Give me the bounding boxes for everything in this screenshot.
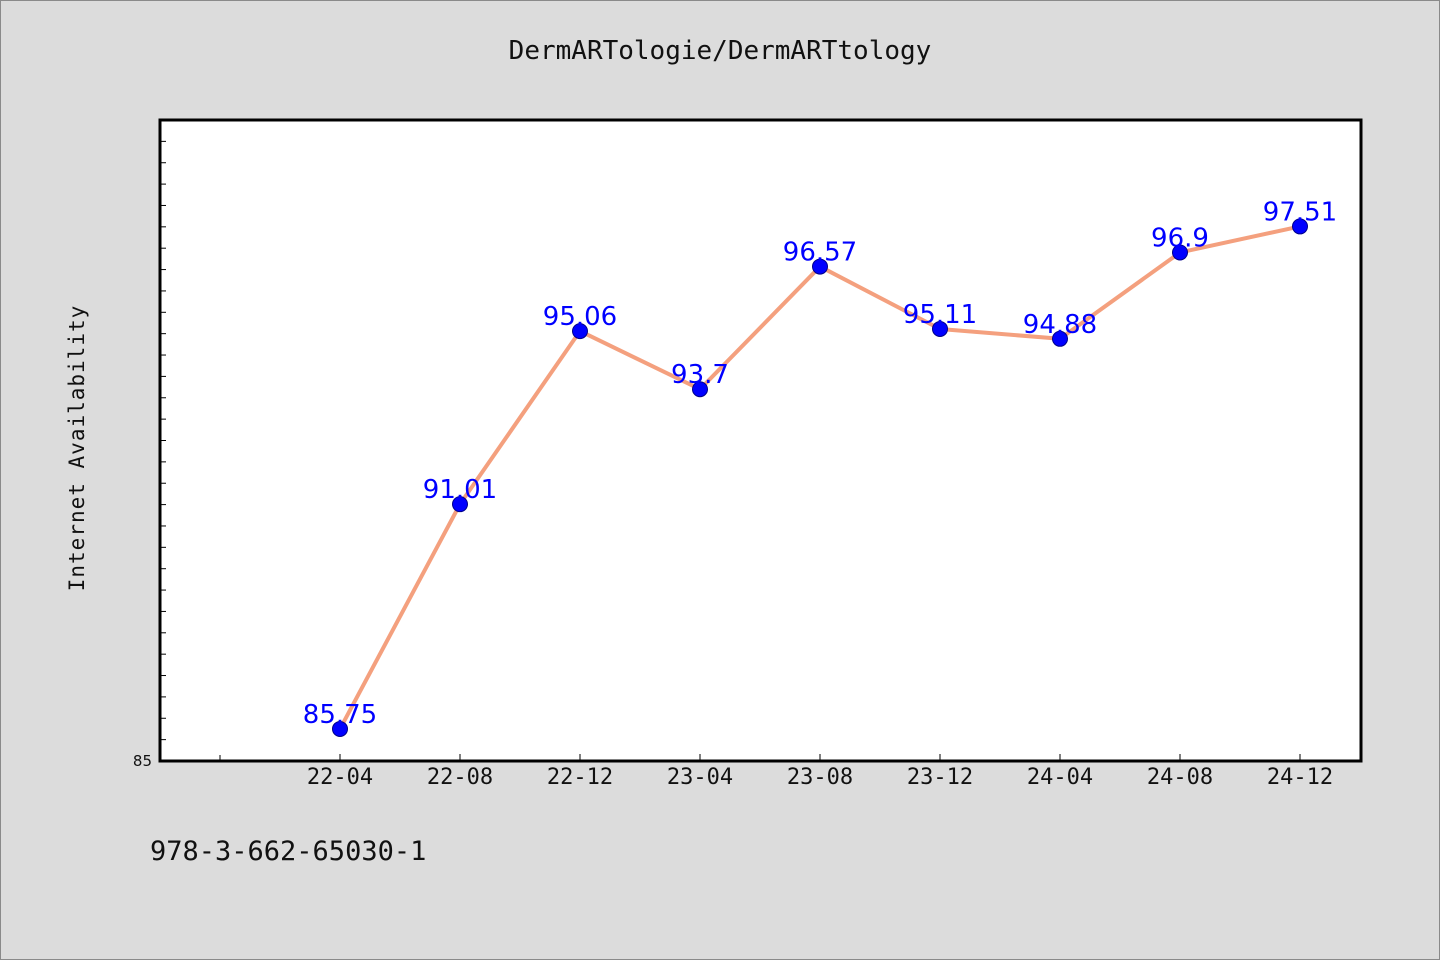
data-label: 95.06 [543,302,617,332]
x-tick-label: 24-08 [1147,765,1213,790]
data-label: 96.57 [783,238,857,268]
data-labels-layer: 85.75 91.01 95.06 93.7 96.57 95.11 94.88 96.9 97… [303,197,1337,730]
data-label: 94.88 [1023,310,1097,340]
data-label: 93.7 [671,360,729,390]
data-point [1052,330,1068,347]
x-tick-label: 24-04 [1027,765,1093,790]
plot-area [158,118,1363,763]
data-point [1172,244,1188,261]
data-label: 95.11 [903,300,977,330]
x-tick-label: 23-12 [907,765,973,790]
data-point [692,381,708,398]
data-point [572,323,588,340]
data-label: 97.51 [1263,197,1337,227]
x-tick-label: 24-12 [1267,765,1333,790]
isbn-footer: 978-3-662-65030-1 [150,836,427,867]
y-tick-label: 85 [133,752,152,770]
series-layer [332,218,1308,737]
data-label: 96.9 [1151,223,1209,253]
data-label: 85.75 [303,700,377,730]
data-point [452,496,468,513]
x-tick-label: 23-08 [787,765,853,790]
chart-title: DermARTologie/DermARTtology [508,36,932,66]
data-point [932,320,948,337]
x-tick-label: 22-04 [307,765,373,790]
x-tick-label: 22-08 [427,765,493,790]
data-point [812,258,828,275]
data-point [1292,218,1308,235]
x-axis-ticks: 22-04 22-08 22-12 23-04 23-08 23-12 24-04 24-08… [219,754,1333,790]
x-tick-label: 22-12 [547,765,613,790]
x-tick-label: 23-04 [667,765,733,790]
y-axis-ticks: 85 [133,140,166,770]
data-point [332,720,348,737]
data-label: 91.01 [423,475,497,505]
